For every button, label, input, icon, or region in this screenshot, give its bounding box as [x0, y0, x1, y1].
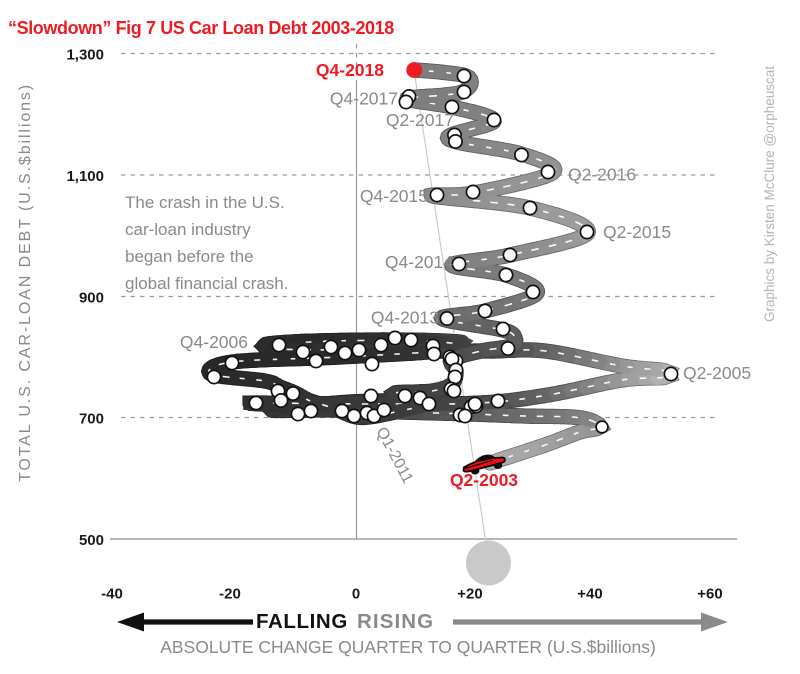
- svg-text:“Slowdown” Fig 7 US Car Loan D: “Slowdown” Fig 7 US Car Loan Debt 2003-2…: [8, 18, 394, 38]
- svg-text:+40: +40: [577, 586, 602, 603]
- svg-text:900: 900: [79, 290, 104, 307]
- svg-text:1,100: 1,100: [66, 168, 104, 185]
- svg-text:Q4-2015: Q4-2015: [360, 186, 428, 206]
- svg-text:The crash in the U.S.: The crash in the U.S.: [125, 193, 285, 212]
- svg-text:Q4-2013: Q4-2013: [371, 308, 439, 328]
- svg-text:Q2-2015: Q2-2015: [603, 222, 671, 242]
- svg-text:-20: -20: [219, 586, 241, 603]
- svg-text:FALLING: FALLING: [256, 610, 348, 633]
- svg-text:Q2-2005: Q2-2005: [683, 363, 751, 383]
- svg-text:Q2-2003: Q2-2003: [450, 470, 518, 490]
- svg-text:+60: +60: [697, 586, 722, 603]
- svg-text:-40: -40: [101, 586, 123, 603]
- svg-text:Q4-2014: Q4-2014: [385, 252, 453, 272]
- svg-text:Graphics by Kirsten McClure @o: Graphics by Kirsten McClure @orpheuscat: [762, 66, 777, 322]
- svg-text:global financial crash.: global financial crash.: [125, 274, 288, 293]
- svg-text:ABSOLUTE CHANGE QUARTER TO QUA: ABSOLUTE CHANGE QUARTER TO QUARTER (U.S.…: [160, 637, 656, 657]
- svg-text:began before the: began before the: [125, 247, 254, 266]
- svg-text:Q4-2006: Q4-2006: [180, 332, 248, 352]
- svg-text:700: 700: [79, 411, 104, 428]
- svg-text:0: 0: [352, 586, 360, 603]
- svg-text:TOTAL U.S. CAR-LOAN DEBT (U.S: TOTAL U.S. CAR-LOAN DEBT (U.S.$billions): [17, 83, 34, 482]
- svg-text:Q2-2017: Q2-2017: [386, 110, 454, 130]
- svg-text:RISING: RISING: [357, 610, 434, 633]
- svg-text:car-loan industry: car-loan industry: [125, 220, 251, 239]
- svg-text:1,300: 1,300: [66, 47, 104, 64]
- svg-text:+20: +20: [457, 586, 482, 603]
- svg-text:Q4-2017: Q4-2017: [330, 89, 398, 109]
- svg-text:500: 500: [79, 532, 104, 549]
- svg-text:Q4-2018: Q4-2018: [316, 60, 384, 80]
- svg-text:Q2-2016: Q2-2016: [568, 165, 636, 185]
